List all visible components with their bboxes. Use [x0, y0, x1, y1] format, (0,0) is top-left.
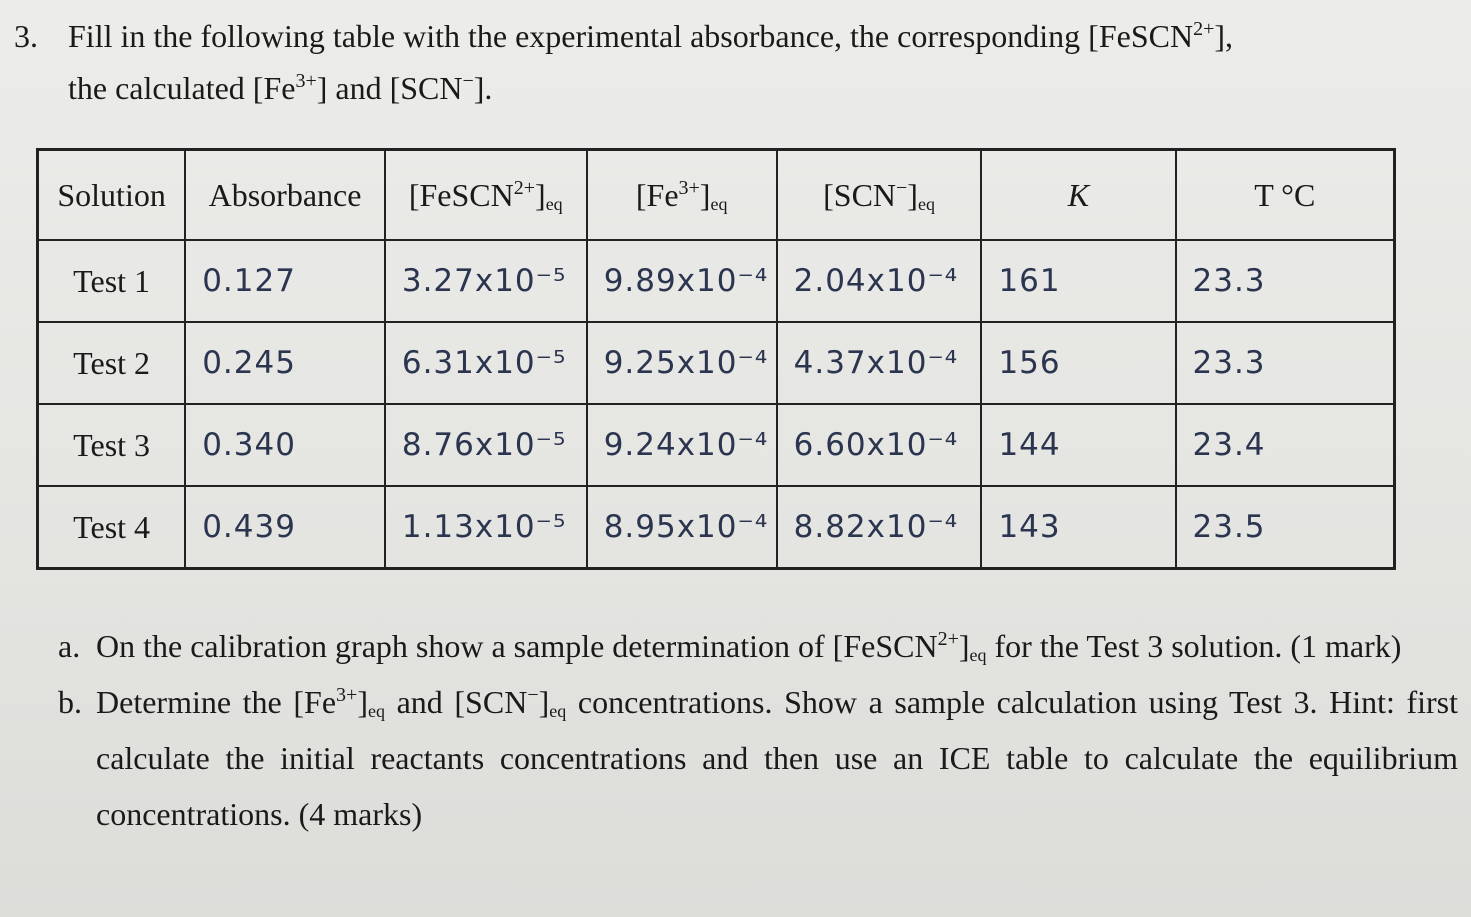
table-cell: 8.95x10⁻⁴	[585, 485, 778, 570]
subscript: eq	[710, 193, 728, 214]
text: Absorbance	[208, 176, 362, 213]
data-table: Solution Absorbance [FeSCN2+]eq [Fe3+]eq…	[36, 148, 1396, 570]
table-cell: 9.25x10⁻⁴	[585, 321, 778, 405]
subscript: eq	[917, 193, 935, 214]
text: ] and [SCN	[316, 70, 463, 106]
subscript: eq	[549, 701, 567, 721]
table-cell: 4.37x10⁻⁴	[775, 321, 983, 405]
text: Solution	[57, 176, 166, 213]
row-label: Test 2	[36, 321, 187, 405]
text: Fill in the following table with the exp…	[68, 18, 1194, 54]
table-cell: 6.31x10⁻⁵	[383, 321, 588, 405]
text: [Fe	[635, 176, 679, 213]
text: ],	[1214, 18, 1234, 54]
header-cell: Absorbance	[184, 148, 386, 241]
header-cell: [FeSCN2+]eq	[383, 148, 588, 241]
superscript: −	[527, 684, 539, 706]
table-cell: 9.24x10⁻⁴	[585, 403, 778, 487]
table-row: Test 3 0.340 8.76x10⁻⁵ 9.24x10⁻⁴ 6.60x10⁻⁴ 14…	[36, 403, 1396, 487]
header-cell: Solution	[36, 148, 187, 241]
row-label: Test 1	[36, 239, 187, 323]
superscript: −	[896, 176, 908, 199]
text: [FeSCN	[408, 176, 514, 213]
text: ].	[473, 70, 493, 106]
parts: a. On the calibration graph show a sampl…	[58, 618, 1458, 842]
part-label: b.	[58, 684, 82, 720]
table-body: Test 1 0.127 3.27x10⁻⁵ 9.89x10⁻⁴ 2.04x10⁻⁴ 16…	[36, 239, 1396, 570]
superscript: 2+	[513, 176, 536, 199]
table-cell: 23.5	[1174, 485, 1396, 570]
table-cell: 6.60x10⁻⁴	[775, 403, 983, 487]
table-cell: 156	[980, 321, 1177, 405]
table-cell: 8.82x10⁻⁴	[775, 485, 983, 570]
table-cell: 161	[980, 239, 1177, 323]
text: for the Test 3 solution. (1 mark)	[986, 628, 1402, 664]
table-row: Test 2 0.245 6.31x10⁻⁵ 9.25x10⁻⁴ 4.37x10⁻⁴ 15…	[36, 321, 1396, 405]
part: a. On the calibration graph show a sampl…	[58, 618, 1458, 674]
subscript: eq	[969, 645, 987, 665]
header-cell: [SCN−]eq	[775, 148, 983, 241]
table-cell: 0.439	[184, 485, 386, 570]
question-number: 3.	[14, 18, 38, 54]
text: ]	[958, 628, 970, 664]
table-cell: 23.4	[1174, 403, 1396, 487]
table-row: Test 4 0.439 1.13x10⁻⁵ 8.95x10⁻⁴ 8.82x10⁻⁴ 14…	[36, 485, 1396, 570]
table-cell: 0.245	[184, 321, 386, 405]
superscript: 3+	[336, 684, 358, 706]
row-label: Test 4	[36, 485, 187, 570]
text: [SCN	[823, 176, 897, 213]
row-label: Test 3	[36, 403, 187, 487]
superscript: 2+	[937, 628, 959, 650]
text: ]	[538, 684, 550, 720]
header-row: Solution Absorbance [FeSCN2+]eq [Fe3+]eq…	[36, 148, 1396, 241]
header-cell: K	[980, 148, 1177, 241]
table-cell: 8.76x10⁻⁵	[383, 403, 588, 487]
table-cell: 23.3	[1174, 239, 1396, 323]
table-cell: 3.27x10⁻⁵	[383, 239, 588, 323]
text: ]	[357, 684, 368, 720]
text: ]	[535, 176, 546, 213]
part: b. Determine the [Fe3+]eq and [SCN−]eq c…	[58, 674, 1458, 842]
part-label: a.	[58, 628, 81, 664]
text: ]	[907, 176, 918, 213]
table-cell: 2.04x10⁻⁴	[775, 239, 983, 323]
superscript: 3+	[678, 176, 700, 199]
table-cell: 1.13x10⁻⁵	[383, 485, 588, 570]
table-row: Test 1 0.127 3.27x10⁻⁵ 9.89x10⁻⁴ 2.04x10⁻⁴ 16…	[36, 239, 1396, 323]
part-text: On the calibration graph show a sample d…	[96, 618, 1458, 674]
text: Determine the [Fe	[96, 684, 337, 720]
table-cell: 0.340	[184, 403, 386, 487]
table-cell: 144	[980, 403, 1177, 487]
header-cell: T °C	[1174, 148, 1396, 241]
table-cell: 9.89x10⁻⁴	[585, 239, 778, 323]
subscript: eq	[545, 193, 563, 214]
table-cell: 0.127	[184, 239, 386, 323]
subscript: eq	[367, 701, 385, 721]
table-cell: 143	[980, 485, 1177, 570]
question: 3. Fill in the following table with the e…	[14, 10, 1434, 114]
superscript: −	[462, 70, 474, 92]
text: concentrations. Show a sample calculatio…	[96, 684, 1459, 832]
table-cell: 23.3	[1174, 321, 1396, 405]
text: and [SCN	[384, 684, 528, 720]
superscript: 3+	[295, 70, 317, 92]
superscript: 2+	[1193, 18, 1215, 40]
header-cell: [Fe3+]eq	[585, 148, 778, 241]
text: ]	[699, 176, 711, 213]
text: K	[1067, 176, 1090, 213]
text: On the calibration graph show a sample d…	[96, 628, 938, 664]
text: the calculated [Fe	[68, 70, 296, 106]
text: T °C	[1254, 176, 1316, 213]
part-text: Determine the [Fe3+]eq and [SCN−]eq conc…	[96, 674, 1458, 842]
